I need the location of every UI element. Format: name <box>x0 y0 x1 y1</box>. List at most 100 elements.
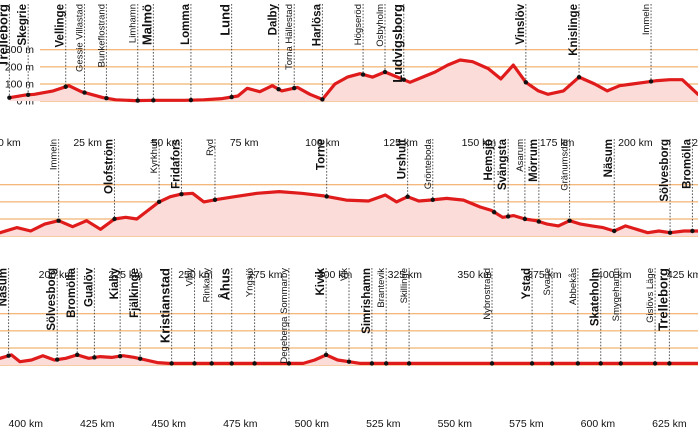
town-dot <box>323 352 329 358</box>
town-dot <box>286 361 292 366</box>
town-dot <box>567 218 572 223</box>
town-dot <box>137 356 143 361</box>
x-tick-label: 575 km <box>509 418 544 430</box>
town-dot <box>612 228 617 234</box>
x-tick-label: 600 km <box>581 418 616 430</box>
town-label: Dalby <box>268 3 280 35</box>
y-tick-label: 300 m <box>5 44 34 56</box>
town-label: Bunkeflostrand <box>96 4 107 67</box>
town-dot <box>522 216 528 222</box>
town-label: Yngsjö <box>245 268 256 297</box>
town-dot <box>188 97 194 103</box>
town-label: Urshult <box>397 139 409 179</box>
x-tick-label: 25 km <box>73 137 102 149</box>
town-label: Brantevik <box>376 268 387 308</box>
x-tick-label: 425 km <box>80 418 115 430</box>
town-label: Gualöv <box>83 267 95 307</box>
town-dot <box>156 199 162 205</box>
elevation-area <box>9 60 698 102</box>
x-tick-label: 125 km <box>383 137 418 149</box>
x-tick-label: 550 km <box>438 418 473 430</box>
town-label: Malmö <box>139 4 154 45</box>
y-tick-label: 100 m <box>5 79 34 91</box>
town-dot <box>382 69 388 75</box>
town-label: Bromölla <box>66 267 78 317</box>
town-label: Immeln <box>641 4 652 35</box>
town-label: Asarum <box>515 139 526 172</box>
town-label: Lomma <box>180 3 192 45</box>
x-tick-label: 450 km <box>152 418 187 430</box>
town-label: Lund <box>218 4 233 36</box>
town-label: Högseröd <box>353 4 364 45</box>
x-tick-label: 275 km <box>248 269 283 281</box>
town-dot <box>75 352 80 358</box>
town-label: Näsum <box>0 268 10 306</box>
town-label: Torne <box>316 139 328 170</box>
town-dot <box>369 361 375 366</box>
town-dot <box>276 86 281 92</box>
town-dot <box>229 94 234 100</box>
town-label: Immeln <box>49 139 60 170</box>
town-label: Näsum <box>603 139 615 177</box>
town-dot <box>104 96 109 101</box>
town-label: Kiaby <box>109 267 121 299</box>
town-label: Bromölla <box>681 138 693 188</box>
town-label: Rinkaby <box>202 268 213 303</box>
x-tick-label: 22 <box>692 137 698 149</box>
x-tick-label: 375 km <box>527 269 562 281</box>
town-label: Harlösa <box>311 3 323 46</box>
town-dot <box>92 355 97 360</box>
town-dot <box>598 361 603 366</box>
town-dot <box>648 79 654 84</box>
town-dot <box>360 72 366 77</box>
town-label: Grönteboda <box>423 138 434 189</box>
town-dot <box>430 197 435 203</box>
x-tick-label: 475 km <box>223 418 258 430</box>
x-tick-label: 200 km <box>618 137 653 149</box>
town-dot <box>529 361 535 366</box>
town-label: Gränumsdal <box>560 139 571 191</box>
town-dot <box>25 92 31 98</box>
town-dot <box>192 361 197 366</box>
x-tick-label: 0 km <box>0 137 21 149</box>
town-label: Kyrkhult <box>149 139 160 174</box>
town-dot <box>229 361 234 366</box>
town-dot <box>536 219 542 224</box>
x-tick-label: 525 km <box>366 418 401 430</box>
route-line <box>0 190 698 235</box>
town-label: Fridafors <box>170 139 182 189</box>
town-label: Mörrum <box>528 139 540 182</box>
town-dot <box>491 209 497 215</box>
town-label: Viby <box>185 268 196 287</box>
town-label: Smygehamn <box>611 268 622 321</box>
town-dot <box>320 97 325 102</box>
town-dot <box>324 194 329 199</box>
town-dot <box>63 84 68 89</box>
x-tick-label: 150 km <box>462 137 497 149</box>
town-dot <box>212 197 218 202</box>
town-dot <box>576 74 582 80</box>
town-label: Fjälkinge <box>129 268 141 318</box>
town-dot <box>549 361 555 366</box>
town-dot <box>112 216 117 222</box>
town-dot <box>117 353 123 359</box>
town-dot <box>405 194 410 199</box>
town-label: Abbekås <box>568 268 579 305</box>
town-label: Ryd <box>205 139 216 156</box>
town-label: Trelleborg <box>0 4 10 67</box>
town-dot <box>575 361 581 366</box>
x-tick-label: 500 km <box>295 418 330 430</box>
town-label: Hemsjö <box>483 139 495 181</box>
town-label: Sölvesborg <box>659 139 671 202</box>
town-label: Kristianstad <box>158 268 173 343</box>
town-label: Trelleborg <box>655 268 670 331</box>
x-tick-label: 225 km <box>108 269 143 281</box>
town-label: Olofström <box>103 139 115 194</box>
town-dot <box>667 361 672 366</box>
town-dot <box>489 361 495 366</box>
town-label: Gislövs Läge <box>645 268 656 323</box>
town-dot <box>179 191 184 197</box>
town-dot <box>6 353 11 358</box>
